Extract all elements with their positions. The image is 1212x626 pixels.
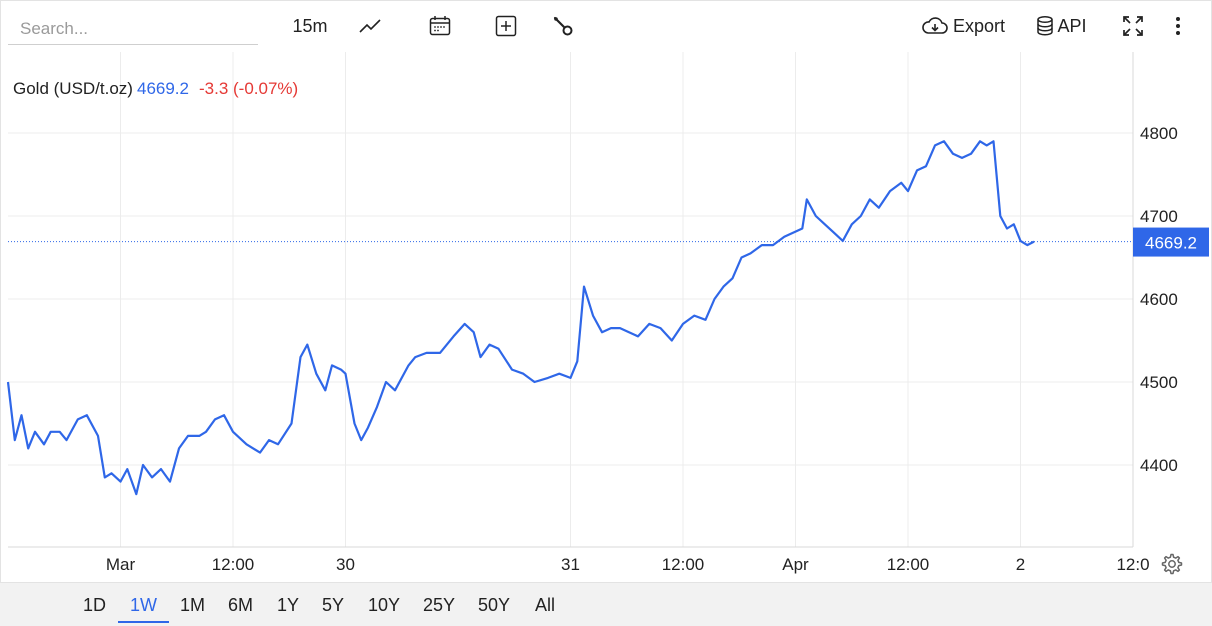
range-button-1m[interactable]: 1M bbox=[180, 595, 206, 615]
series-line bbox=[6, 140, 1035, 496]
x-tick-label: 12:00 bbox=[212, 555, 255, 574]
settings-tools-button[interactable] bbox=[549, 10, 577, 42]
x-tick-label: Mar bbox=[106, 555, 136, 574]
api-label: API bbox=[1057, 15, 1087, 36]
export-label: Export bbox=[952, 15, 1006, 36]
chart-canvas[interactable]: 4400 4500 4600 4700 4800 Mar 12:00 30 31 12:00 Apr… bbox=[0, 0, 1212, 582]
range-button-1y[interactable]: 1Y bbox=[277, 595, 300, 615]
y-tick-label: 4400 bbox=[1140, 456, 1178, 475]
active-range-underline bbox=[118, 621, 169, 623]
chart-type-button[interactable] bbox=[356, 10, 386, 42]
interval-label: 15m bbox=[292, 15, 328, 36]
x-tick-label: 12:00 bbox=[887, 555, 930, 574]
add-indicator-icon bbox=[495, 15, 517, 37]
date-range-button[interactable] bbox=[426, 10, 454, 42]
x-tick-label: 30 bbox=[336, 555, 355, 574]
fullscreen-icon bbox=[1123, 16, 1143, 36]
x-tick-label: 31 bbox=[561, 555, 580, 574]
x-tick-label: 12:00 bbox=[662, 555, 705, 574]
add-indicator-button[interactable] bbox=[492, 10, 520, 42]
y-tick-label: 4800 bbox=[1140, 124, 1178, 143]
last-price-tag bbox=[1133, 227, 1209, 257]
wrench-icon bbox=[553, 16, 573, 36]
range-button-10y[interactable]: 10Y bbox=[368, 595, 401, 615]
chart-settings-button[interactable] bbox=[1160, 552, 1184, 576]
api-button[interactable]: API bbox=[1031, 10, 1091, 42]
range-button-25y[interactable]: 25Y bbox=[423, 595, 456, 615]
x-tick-label: 2 bbox=[1016, 555, 1025, 574]
range-button-50y[interactable]: 50Y bbox=[478, 595, 511, 615]
line-chart-icon bbox=[359, 19, 381, 33]
fullscreen-button[interactable] bbox=[1120, 10, 1146, 42]
y-tick-label: 4600 bbox=[1140, 290, 1178, 309]
database-icon bbox=[1037, 15, 1054, 36]
range-button-1d[interactable]: 1D bbox=[83, 595, 107, 615]
search-input[interactable] bbox=[8, 13, 258, 45]
export-button[interactable]: Export bbox=[917, 10, 1009, 42]
range-selector: 1D 1W 1M 6M 1Y 5Y 10Y 25Y 50Y All bbox=[0, 582, 1212, 626]
x-tick-label: 12:0 bbox=[1116, 555, 1149, 574]
y-tick-label: 4700 bbox=[1140, 207, 1178, 226]
series-legend: Gold (USD/t.oz) 4669.2 -3.3 (-0.07%) bbox=[13, 79, 298, 99]
toolbar: 15m bbox=[0, 0, 1212, 52]
more-vertical-icon bbox=[1176, 17, 1180, 35]
x-tick-label: Apr bbox=[782, 555, 809, 574]
price-change: -3.3 (-0.07%) bbox=[198, 79, 299, 98]
cloud-download-icon bbox=[922, 17, 948, 34]
range-button-5y[interactable]: 5Y bbox=[322, 595, 345, 615]
more-menu-button[interactable] bbox=[1168, 10, 1188, 42]
range-button-6m[interactable]: 6M bbox=[228, 595, 254, 615]
last-price-tag-label: 4669.2 bbox=[1145, 234, 1197, 253]
calendar-icon bbox=[429, 16, 451, 36]
gear-icon bbox=[1161, 553, 1183, 575]
interval-button[interactable]: 15m bbox=[286, 10, 334, 42]
range-button-1w[interactable]: 1W bbox=[130, 595, 157, 615]
y-tick-label: 4500 bbox=[1140, 373, 1178, 392]
series-name: Gold (USD/t.oz) bbox=[13, 79, 133, 98]
last-price: 4669.2 bbox=[136, 79, 189, 98]
range-button-all[interactable]: All bbox=[535, 595, 556, 615]
